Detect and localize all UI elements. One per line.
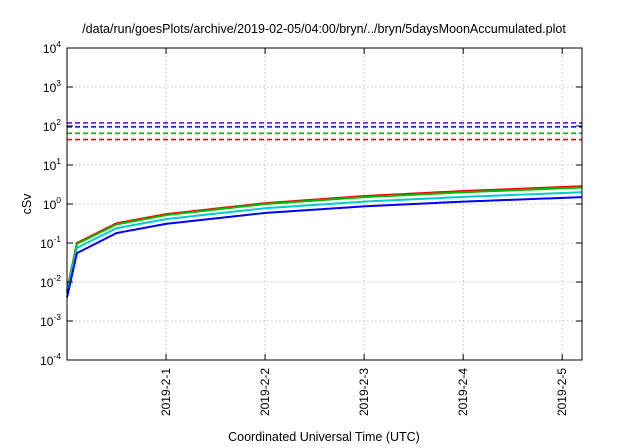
y-tick-label: 101 bbox=[43, 156, 61, 173]
series-line bbox=[66, 185, 583, 292]
y-tick-label: 10-4 bbox=[40, 351, 61, 368]
chart-title: /data/run/goesPlots/archive/2019-02-05/0… bbox=[82, 22, 566, 36]
x-tick-label: 2019-2-4 bbox=[456, 368, 470, 416]
x-tick-label: 2019-2-1 bbox=[159, 368, 173, 416]
series-line bbox=[66, 191, 583, 295]
x-axis-label: Coordinated Universal Time (UTC) bbox=[228, 430, 420, 444]
x-axis: 2019-2-1 2019-2-2 2019-2-3 2019-2-4 2019-2-5 bbox=[159, 48, 569, 416]
series-line bbox=[66, 196, 583, 299]
x-tick-label: 2019-2-2 bbox=[258, 368, 272, 416]
y-tick-label: 10-1 bbox=[40, 234, 61, 251]
x-tick-label: 2019-2-5 bbox=[555, 368, 569, 416]
y-tick-label: 103 bbox=[43, 78, 61, 95]
threshold-lines bbox=[67, 122, 582, 141]
y-axis: 10-4 10-3 10-2 10-1 100 101 102 103 104 bbox=[40, 39, 582, 368]
y-axis-label: cSv bbox=[20, 193, 34, 215]
y-tick-label: 10-3 bbox=[40, 312, 61, 329]
y-tick-label: 10-2 bbox=[40, 273, 61, 290]
y-tick-label: 102 bbox=[43, 117, 61, 134]
x-tick-label: 2019-2-3 bbox=[357, 368, 371, 416]
y-tick-label: 104 bbox=[43, 39, 61, 56]
series-line bbox=[66, 186, 583, 292]
y-tick-label: 100 bbox=[43, 195, 61, 212]
series-lines bbox=[66, 185, 583, 299]
